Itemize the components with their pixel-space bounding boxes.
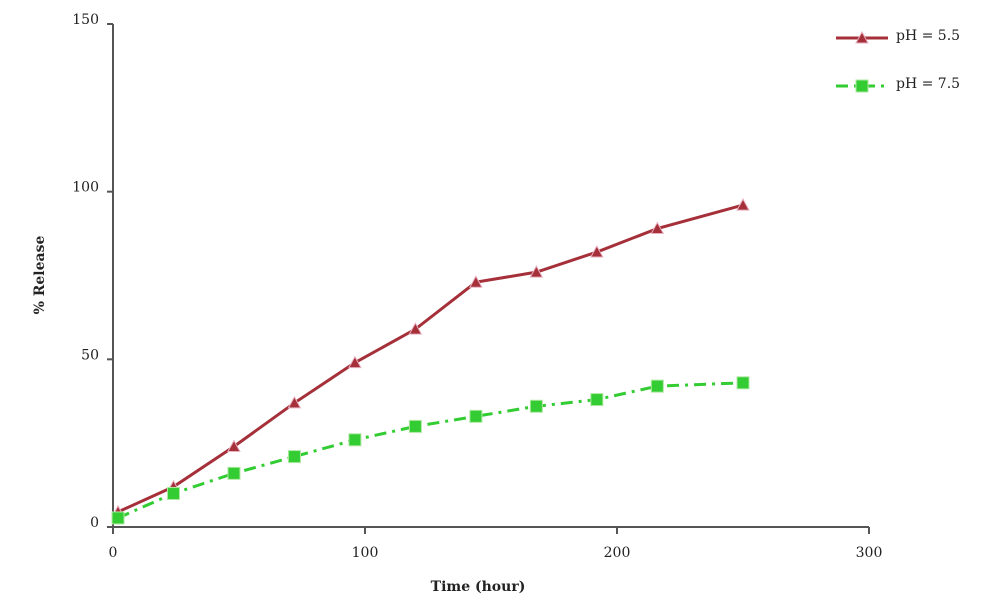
data-point <box>227 466 241 480</box>
data-point <box>408 322 423 335</box>
data-point <box>408 419 422 433</box>
data-point <box>348 355 362 369</box>
data-point <box>736 198 750 211</box>
data-point <box>589 244 604 258</box>
data-point <box>529 265 544 278</box>
data-point <box>650 379 664 393</box>
legend-label: pH = 5.5 <box>896 28 960 44</box>
data-point <box>736 376 750 390</box>
x-tick-label: 200 <box>604 545 631 561</box>
data-point <box>227 439 241 453</box>
series-line <box>117 381 744 520</box>
y-tick-label: 150 <box>72 12 99 28</box>
data-point <box>469 409 483 423</box>
data-point <box>111 511 125 525</box>
data-point <box>529 399 543 413</box>
x-tick-label: 100 <box>352 545 379 561</box>
data-point <box>348 433 362 447</box>
y-tick-label: 100 <box>72 180 99 196</box>
legend-label: pH = 7.5 <box>896 76 960 92</box>
y-tick-label: 0 <box>90 515 99 531</box>
data-point <box>469 275 483 288</box>
y-axis-label: % Release <box>32 236 48 315</box>
x-tick-label: 300 <box>856 545 883 561</box>
legend-marker <box>855 30 869 44</box>
data-point <box>650 221 665 235</box>
legend-marker <box>855 79 869 93</box>
y-tick-label: 50 <box>81 347 99 363</box>
data-point <box>166 486 180 500</box>
x-axis-label: Time (hour) <box>431 579 526 595</box>
x-tick-label: 0 <box>109 545 118 561</box>
data-point <box>590 393 604 407</box>
series-line <box>117 203 744 514</box>
data-point <box>287 395 302 409</box>
data-point <box>287 450 301 464</box>
